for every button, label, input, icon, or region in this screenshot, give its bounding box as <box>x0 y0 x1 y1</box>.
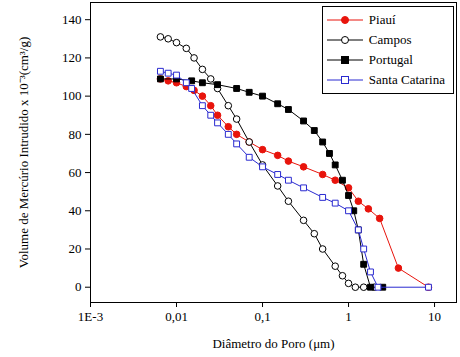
svg-text:60: 60 <box>69 165 82 180</box>
svg-text:120: 120 <box>62 50 82 65</box>
svg-text:1E-3: 1E-3 <box>78 309 103 324</box>
svg-text:Volume de Mercúrio Intrudido x: Volume de Mercúrio Intrudido x 10⁻³(cm³/… <box>16 37 31 268</box>
svg-text:0: 0 <box>75 279 82 294</box>
svg-text:0,1: 0,1 <box>254 309 270 324</box>
svg-text:1: 1 <box>345 309 352 324</box>
svg-text:100: 100 <box>62 88 82 103</box>
html-text:Santa Catarina: Santa Catarina <box>368 72 445 87</box>
html-text:Campos: Campos <box>368 32 412 47</box>
svg-text:Diâmetro do Poro (μm): Diâmetro do Poro (μm) <box>212 336 334 351</box>
svg-text:0,01: 0,01 <box>165 309 188 324</box>
svg-text:20: 20 <box>69 241 82 256</box>
html-text:Portugal: Portugal <box>368 52 413 67</box>
svg-text:140: 140 <box>62 12 82 27</box>
svg-text:10: 10 <box>428 309 441 324</box>
svg-text:40: 40 <box>69 203 82 218</box>
svg-text:80: 80 <box>69 127 82 142</box>
html-text:Piauí: Piauí <box>368 12 396 27</box>
